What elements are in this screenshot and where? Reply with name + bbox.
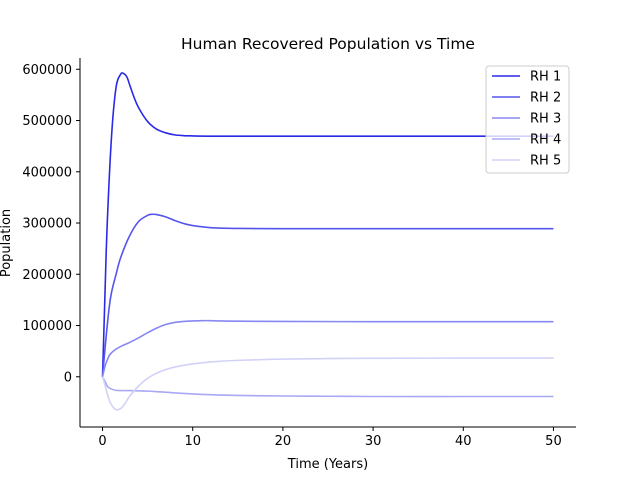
series-line-2 xyxy=(101,213,554,377)
legend-label-1: RH 1 xyxy=(530,70,561,85)
x-tick-label: 30 xyxy=(365,434,382,449)
series-line-3 xyxy=(101,319,554,377)
legend-label-2: RH 2 xyxy=(530,91,561,106)
y-ticks: 0 100000 200000 300000 400000 500000 600000 xyxy=(22,63,80,385)
legend: RH 1 RH 2 RH 3 RH 4 RH 5 xyxy=(485,65,570,174)
y-tick-label: 200000 xyxy=(22,268,72,283)
x-tick-label: 40 xyxy=(455,434,472,449)
series-line-4 xyxy=(101,376,554,398)
legend-label-5: RH 5 xyxy=(530,154,561,169)
y-axis-label: Population xyxy=(0,209,14,277)
y-tick-label: 100000 xyxy=(22,319,72,334)
x-tick-label: 10 xyxy=(184,434,201,449)
legend-box xyxy=(485,65,570,174)
series-line-1 xyxy=(101,72,554,377)
y-tick-label: 500000 xyxy=(22,114,72,129)
chart-title: Human Recovered Population vs Time xyxy=(181,35,475,53)
x-tick-label: 50 xyxy=(545,434,562,449)
series-line-5 xyxy=(101,357,554,411)
x-tick-label: 0 xyxy=(98,434,106,449)
x-axis-label: Time (Years) xyxy=(287,457,368,472)
legend-label-3: RH 3 xyxy=(530,112,561,127)
legend-label-4: RH 4 xyxy=(530,133,561,148)
y-tick-label: 0 xyxy=(64,370,72,385)
y-tick-label: 300000 xyxy=(22,217,72,232)
x-ticks: 0 10 20 30 40 50 xyxy=(98,427,562,449)
x-tick-label: 20 xyxy=(275,434,292,449)
y-tick-label: 400000 xyxy=(22,165,72,180)
y-tick-label: 600000 xyxy=(22,63,72,78)
plot-area xyxy=(101,72,554,411)
